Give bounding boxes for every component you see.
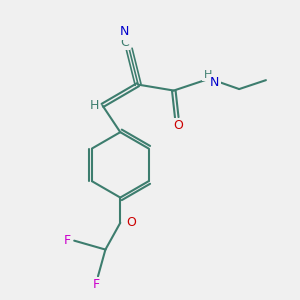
Text: F: F xyxy=(64,234,71,247)
Text: O: O xyxy=(173,119,183,132)
Text: N: N xyxy=(120,25,129,38)
Text: N: N xyxy=(210,76,220,89)
Text: C: C xyxy=(120,36,129,49)
Text: F: F xyxy=(93,278,100,291)
Text: H: H xyxy=(204,70,212,80)
Text: O: O xyxy=(127,216,136,229)
Text: H: H xyxy=(89,99,99,112)
